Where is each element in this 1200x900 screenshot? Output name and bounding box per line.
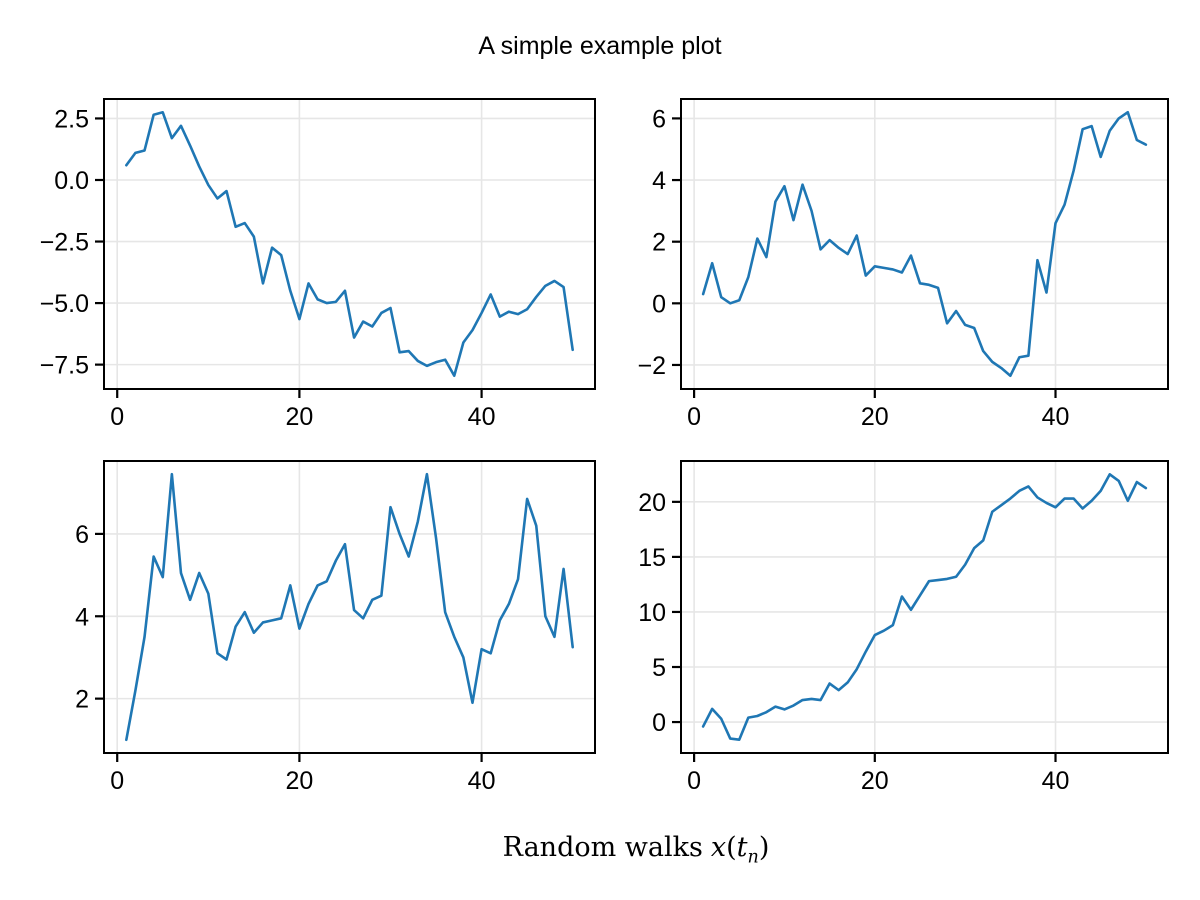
walk-line xyxy=(701,110,1148,378)
x-tick-label: 20 xyxy=(861,767,889,795)
x-tick-label: 40 xyxy=(1042,767,1070,795)
x-tick-label: 40 xyxy=(468,403,496,431)
walk-line xyxy=(701,473,1148,741)
plot-spines xyxy=(103,98,596,390)
x-tick-label: 0 xyxy=(687,403,701,431)
y-tick-label: 0 xyxy=(652,709,666,737)
figure-title: A simple example plot xyxy=(478,32,722,60)
y-tick-label: −7.5 xyxy=(40,352,89,380)
x-tick-label: 40 xyxy=(1042,403,1070,431)
y-tick-label: −2.5 xyxy=(40,229,89,257)
xlabel-text: Random walks xyxy=(502,832,703,863)
xlabel-math-sub: n xyxy=(747,847,759,868)
y-tick-label: 4 xyxy=(75,603,89,631)
x-tick-label: 20 xyxy=(285,403,313,431)
plot-spines xyxy=(103,460,596,754)
xlabel-paren-open: ( xyxy=(726,832,737,863)
subplot-random-walk-3: 0 20 40 6 4 2 xyxy=(75,460,596,795)
x-tick-label: 0 xyxy=(687,767,701,795)
chart-random-walk-4: 0 20 40 20 15 10 5 0 xyxy=(638,460,1169,795)
plot-spines xyxy=(680,98,1169,390)
plot-spines xyxy=(680,460,1169,754)
y-tick-label: 6 xyxy=(652,105,666,133)
y-tick-label: −5.0 xyxy=(40,290,89,318)
xlabel-math-var: x xyxy=(710,832,727,863)
x-tick-label: 20 xyxy=(861,403,889,431)
subplot-random-walk-2: 0 20 40 6 4 2 0 −2 xyxy=(637,98,1169,431)
x-tick-label: 0 xyxy=(110,403,124,431)
y-tick-label: 6 xyxy=(75,521,89,549)
y-tick-label: 0.0 xyxy=(54,167,89,195)
y-tick-label: 15 xyxy=(638,544,666,572)
chart-random-walk-1: 0 20 40 2.5 0.0 −2.5 −5.0 −7.5 xyxy=(40,98,596,431)
y-tick-label: 5 xyxy=(652,654,666,682)
x-tick-label: 0 xyxy=(110,767,124,795)
y-tick-label: 2 xyxy=(75,686,89,714)
y-tick-label: 2.5 xyxy=(54,105,89,133)
chart-random-walk-3: 0 20 40 6 4 2 xyxy=(75,460,596,795)
walk-line xyxy=(125,472,574,742)
y-tick-label: 2 xyxy=(652,229,666,257)
y-tick-label: 10 xyxy=(638,599,666,627)
y-tick-label: 20 xyxy=(638,489,666,517)
subplot-random-walk-1: 0 20 40 2.5 0.0 −2.5 −5.0 −7.5 xyxy=(40,98,596,431)
xlabel-math-arg: t xyxy=(736,832,748,863)
y-tick-label: −2 xyxy=(637,352,666,380)
y-tick-label: 4 xyxy=(652,167,666,195)
y-tick-label: 0 xyxy=(652,290,666,318)
x-tick-label: 20 xyxy=(285,767,313,795)
figure-xlabel: Random walks x(tn) xyxy=(104,832,1168,867)
x-tick-label: 40 xyxy=(468,767,496,795)
walk-line xyxy=(125,110,574,378)
xlabel-paren-close: ) xyxy=(758,832,770,863)
subplot-random-walk-4: 0 20 40 20 15 10 5 0 xyxy=(638,460,1169,795)
